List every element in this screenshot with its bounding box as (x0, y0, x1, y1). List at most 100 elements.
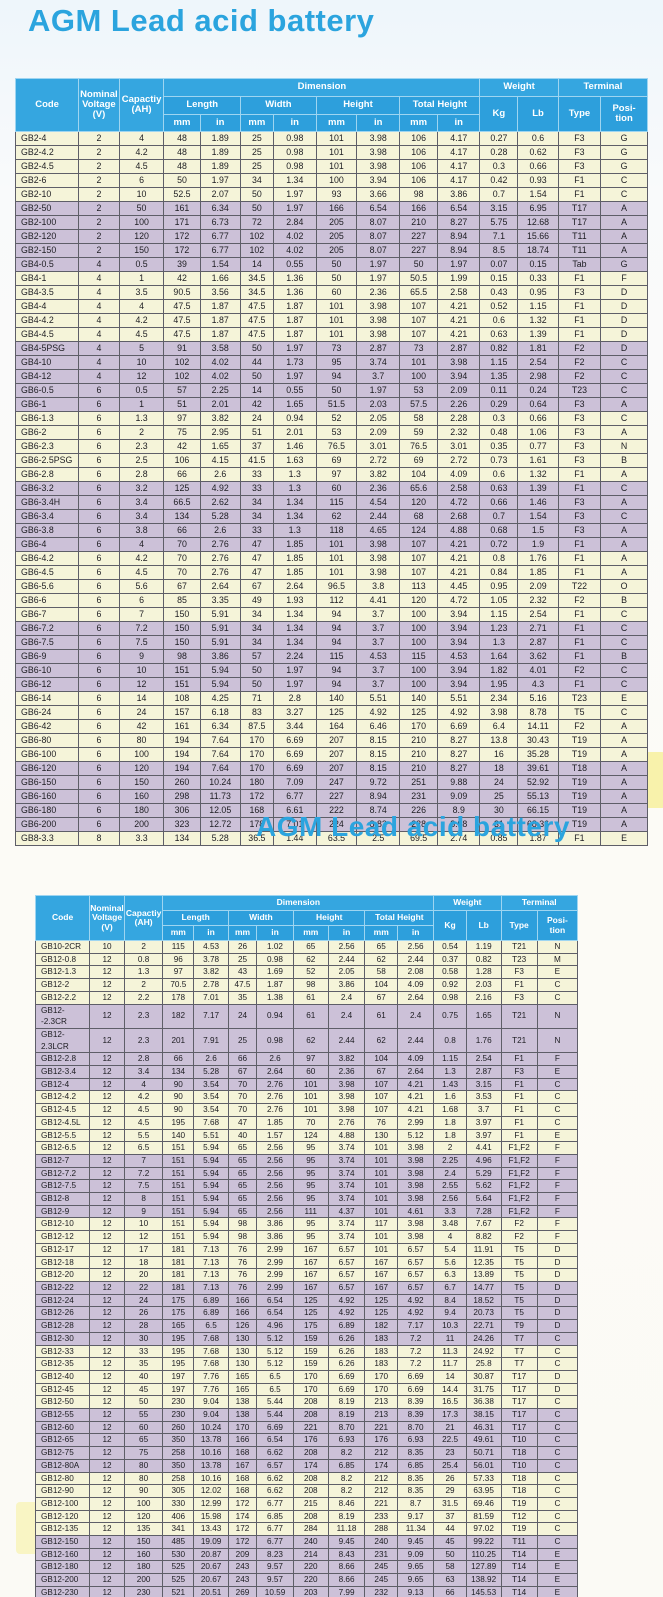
data-cell: 0.15 (517, 257, 559, 272)
unit-mm: mm (315, 114, 358, 132)
data-cell: 8.9 (437, 803, 481, 818)
data-cell: 12.99 (193, 1496, 229, 1511)
data-cell: F2 (557, 355, 602, 370)
col-header-type: Type (557, 96, 602, 132)
data-cell: 0.54 (433, 940, 467, 954)
data-cell: 50 (239, 201, 274, 216)
data-cell: 73 (315, 341, 358, 356)
data-cell: 1.3 (272, 481, 317, 496)
data-cell: 6.95 (517, 201, 559, 216)
data-cell: 31.75 (465, 1382, 502, 1397)
data-cell: D (536, 1306, 579, 1321)
data-cell: 120 (399, 495, 439, 510)
data-cell: 14.11 (517, 719, 559, 734)
data-cell: 213 (364, 1395, 398, 1410)
table-row: GB6-4.5 6 4.5 70 2.76 47 1.85 101 3.98 107 4.21 0.8… (14, 565, 648, 580)
data-cell: 1.65 (199, 439, 241, 454)
table-row: GB12-28 12 28 165 6.5 126 4.96 175 6.89 182 7.17 10… (34, 1319, 579, 1333)
data-cell: 2.07 (199, 187, 241, 202)
data-cell: 4.09 (396, 978, 435, 992)
data-cell: 2.78 (193, 978, 229, 992)
data-cell: 1.66 (199, 271, 241, 286)
data-cell: 43 (227, 965, 258, 980)
data-cell: 0.37 (433, 952, 467, 967)
data-cell: 2.01 (272, 425, 317, 440)
code-cell: GB12-90 (34, 1484, 91, 1498)
data-cell: 3.98 (396, 1217, 435, 1232)
data-cell: 4.41 (465, 1141, 502, 1155)
data-cell: 12.72 (199, 817, 241, 832)
data-cell: 5.12 (256, 1357, 294, 1371)
data-cell: 12 (89, 1547, 125, 1562)
data-cell: 8.19 (327, 1395, 366, 1410)
table-row: GB2-6 2 6 50 1.97 34 1.34 100 3.94 106 4.17 0.42 0.9… (14, 173, 648, 188)
data-cell: 0.93 (517, 173, 559, 188)
data-cell: 150 (123, 1535, 164, 1549)
data-cell: 207 (315, 761, 358, 776)
data-cell: 15.66 (517, 229, 559, 244)
data-cell: 2.5 (118, 453, 165, 468)
data-cell: N (536, 1003, 579, 1029)
data-cell: 0.6 (517, 131, 559, 146)
data-cell: 12 (89, 1077, 125, 1092)
data-cell: 6 (78, 817, 120, 832)
data-cell: 4.21 (437, 537, 481, 552)
data-cell: F (536, 1204, 579, 1219)
data-cell: 96.5 (315, 579, 358, 594)
data-cell: 288 (364, 1522, 398, 1537)
table-row: GB6-7.5 6 7.5 150 5.91 34 1.34 94 3.7 100 3.94 1.3 2… (14, 635, 648, 650)
data-cell: 104 (364, 1052, 398, 1067)
data-cell: 5.28 (199, 831, 241, 846)
table-row: GB12-9 12 9 151 5.94 65 2.56 111 4.37 101 4.61 3.3 7… (34, 1204, 579, 1219)
data-cell: 33 (239, 481, 274, 496)
data-cell: C (600, 173, 648, 188)
data-cell: 3.27 (272, 705, 317, 720)
code-cell: GB12-4 (34, 1077, 91, 1092)
data-cell: 2.09 (517, 579, 559, 594)
data-cell: 5.91 (199, 621, 241, 636)
data-cell: T10 (500, 1458, 538, 1473)
data-cell: 107 (399, 551, 439, 566)
data-cell: 134 (163, 831, 201, 846)
data-cell: F (536, 1179, 579, 1194)
unit-in: in (396, 925, 435, 941)
data-cell: 180 (239, 775, 274, 790)
data-cell: 0.3 (479, 159, 519, 174)
data-cell: 2 (78, 201, 120, 216)
data-cell: 6 (78, 803, 120, 818)
data-cell: 6.57 (256, 1458, 294, 1473)
data-cell: 6.54 (437, 201, 481, 216)
data-cell: 7.5 (118, 635, 165, 650)
data-cell: E (536, 1560, 579, 1575)
data-cell: 8.66 (327, 1560, 366, 1575)
data-cell: 97 (292, 1052, 329, 1067)
data-cell: 130 (227, 1331, 258, 1346)
code-cell: GB12-26 (34, 1306, 91, 1321)
data-cell: 117 (364, 1217, 398, 1232)
data-cell: 0.75 (433, 1003, 467, 1029)
data-cell: 1.97 (437, 257, 481, 272)
col-header-type: Type (500, 910, 538, 941)
col-header-weight: Weight (433, 895, 502, 911)
data-cell: 0.5 (118, 257, 165, 272)
data-cell: 76 (364, 1115, 398, 1130)
data-cell: 2.99 (256, 1242, 294, 1257)
table-row: GB12-230 12 230 521 20.51 269 10.59 203 7.99 232 9… (34, 1585, 579, 1597)
data-cell: 3.98 (396, 1192, 435, 1206)
data-cell: 210 (399, 747, 439, 762)
data-cell: 1.95 (479, 677, 519, 692)
data-cell: 3.54 (193, 1077, 229, 1092)
data-cell: 1.87 (256, 978, 294, 992)
table-header: Code Nominal Voltage (V) Capactiy (AH) D… (34, 895, 579, 941)
data-cell: 12 (89, 1382, 125, 1397)
data-cell: 0.7 (479, 187, 519, 202)
data-cell: 56.01 (465, 1458, 502, 1473)
data-cell: 95 (292, 1230, 329, 1244)
data-cell: F1 (557, 327, 602, 342)
data-cell: 67 (227, 1065, 258, 1079)
data-cell: 0.94 (272, 411, 317, 426)
data-cell: D (536, 1369, 579, 1384)
data-cell: 4.02 (272, 229, 317, 244)
data-cell: 6.54 (256, 1306, 294, 1321)
data-cell: 0.15 (479, 271, 519, 286)
